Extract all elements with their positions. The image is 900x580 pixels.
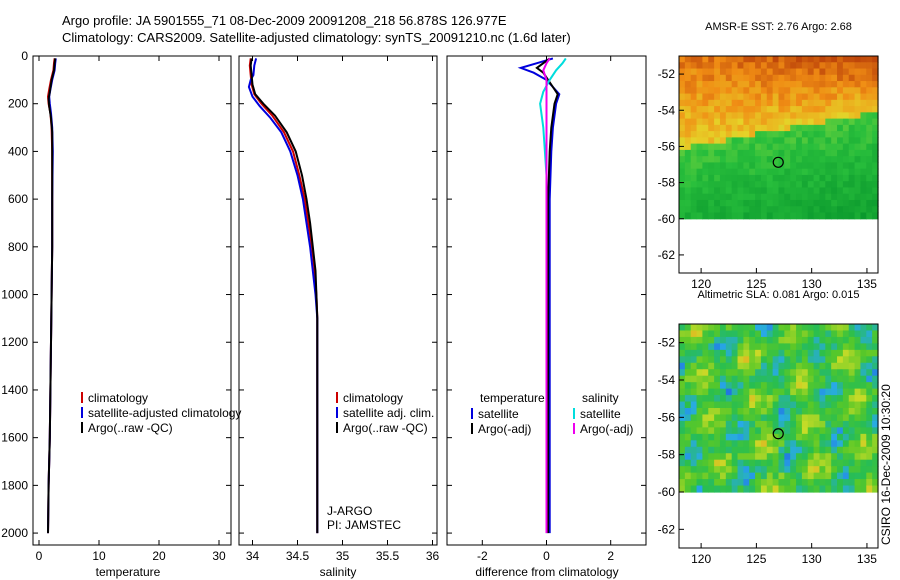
difference-series-salinity_argo bbox=[542, 57, 551, 534]
sst-map-xtick-label: 120 bbox=[691, 277, 711, 291]
sst-map-ytick-label: -54 bbox=[658, 103, 676, 117]
temperature-xtick-label: 10 bbox=[92, 549, 106, 563]
sst-map-ytick-label: -58 bbox=[658, 176, 676, 190]
argo-location-marker bbox=[772, 156, 784, 168]
sst-map-ytick-label: -60 bbox=[658, 212, 676, 226]
temperature-series-argo bbox=[47, 58, 57, 534]
sst-map-ytick-label: -62 bbox=[658, 248, 676, 262]
salinity-series-climatology bbox=[248, 58, 319, 534]
salinity-xtick-label: 36 bbox=[426, 549, 440, 563]
sst-map-xtick-label: 135 bbox=[857, 277, 877, 291]
depth-tick-label: 800 bbox=[8, 240, 28, 254]
salinity-series-argo bbox=[249, 58, 319, 534]
difference-xtick-label: 0 bbox=[543, 549, 550, 563]
diff-legend-label: satellite bbox=[580, 407, 621, 421]
salinity-legend-label: Argo(..raw -QC) bbox=[343, 421, 428, 435]
temperature-legend-label: satellite-adjusted climatology bbox=[88, 406, 241, 420]
temperature-legend-label: climatology bbox=[88, 391, 148, 405]
sla-map-ytick-label: -62 bbox=[658, 522, 676, 536]
diff-legend-label: Argo(-adj) bbox=[478, 422, 531, 436]
depth-tick-label: 1200 bbox=[1, 335, 28, 349]
sst-map-ytick-label: -56 bbox=[658, 139, 676, 153]
sla-map-frame bbox=[678, 323, 879, 549]
depth-tick-label: 1600 bbox=[1, 431, 28, 445]
difference-series-satellite bbox=[517, 57, 561, 534]
sst-map-xtick-label: 125 bbox=[746, 277, 766, 291]
sst-map-frame bbox=[678, 55, 879, 274]
salinity-xtick-label: 34 bbox=[246, 549, 260, 563]
difference-xtick-label: -2 bbox=[477, 549, 488, 563]
sla-map-ytick-label: -52 bbox=[658, 336, 676, 350]
depth-tick-label: 1000 bbox=[1, 288, 28, 302]
title-line-2: Climatology: CARS2009. Satellite-adjuste… bbox=[62, 30, 571, 45]
temperature-xlabel: temperature bbox=[96, 565, 161, 579]
sla-map-field bbox=[679, 324, 879, 493]
sla-map-ytick-label: -54 bbox=[658, 373, 676, 387]
sla-map-ytick-label: -60 bbox=[658, 485, 676, 499]
sst-map-field bbox=[679, 56, 879, 220]
salinity-legend-label: climatology bbox=[343, 391, 403, 405]
depth-tick-label: 1800 bbox=[1, 478, 28, 492]
diff-legend-label: satellite bbox=[478, 407, 519, 421]
depth-tick-label: 0 bbox=[21, 49, 28, 63]
sst-map-ytick-label: -52 bbox=[658, 67, 676, 81]
sla-map-xtick-label: 135 bbox=[857, 552, 877, 566]
sla-map-title: Altimetric SLA: 0.081 Argo: 0.015 bbox=[697, 289, 859, 301]
diff-legend-group: temperature bbox=[480, 391, 545, 405]
diff-legend-group: salinity bbox=[582, 391, 619, 405]
salinity-legend-label: satellite adj. clim. bbox=[343, 406, 434, 420]
sla-map-xtick-label: 125 bbox=[746, 552, 766, 566]
depth-tick-label: 200 bbox=[8, 97, 28, 111]
salinity-xtick-label: 34.5 bbox=[286, 549, 310, 563]
credit-text: CSIRO 16-Dec-2009 10:30:20 bbox=[879, 384, 893, 545]
sla-map-ytick-label: -58 bbox=[658, 448, 676, 462]
depth-tick-label: 2000 bbox=[1, 526, 28, 540]
difference-xtick-label: 2 bbox=[607, 549, 614, 563]
depth-tick-label: 600 bbox=[8, 192, 28, 206]
difference-xlabel: difference from climatology bbox=[475, 565, 618, 579]
sst-map-xtick-label: 130 bbox=[802, 277, 822, 291]
title-line-1: Argo profile: JA 5901555_71 08-Dec-2009 … bbox=[62, 13, 507, 28]
salinity-xlabel: salinity bbox=[320, 565, 357, 579]
diff-legend-label: Argo(-adj) bbox=[580, 422, 633, 436]
difference-series-argo bbox=[535, 57, 559, 534]
temperature-xtick-label: 20 bbox=[152, 549, 166, 563]
temperature-legend-label: Argo(..raw -QC) bbox=[88, 421, 173, 435]
float-annotation: PI: JAMSTEC bbox=[327, 518, 401, 532]
sla-map-xtick-label: 130 bbox=[802, 552, 822, 566]
salinity-frame bbox=[238, 55, 438, 546]
depth-tick-label: 1400 bbox=[1, 383, 28, 397]
temperature-frame bbox=[32, 55, 232, 546]
salinity-xtick-label: 35.5 bbox=[376, 549, 400, 563]
salinity-xtick-label: 35 bbox=[336, 549, 350, 563]
temperature-xtick-label: 0 bbox=[36, 549, 43, 563]
depth-tick-label: 400 bbox=[8, 144, 28, 158]
float-annotation: J-ARGO bbox=[327, 504, 372, 518]
sla-map-ytick-label: -56 bbox=[658, 410, 676, 424]
temperature-xtick-label: 30 bbox=[212, 549, 226, 563]
sst-map-title: AMSR-E SST: 2.76 Argo: 2.68 bbox=[705, 21, 852, 33]
sla-map-xtick-label: 120 bbox=[691, 552, 711, 566]
argo-location-marker bbox=[772, 428, 784, 440]
